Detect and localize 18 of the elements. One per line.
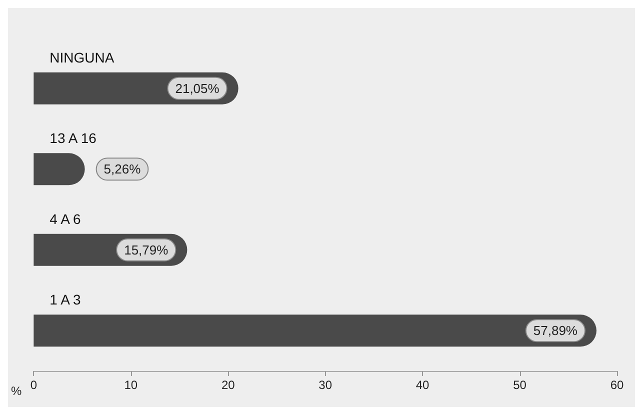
data-label: 21,05% xyxy=(175,80,220,96)
y-tick-label: 4 A 6 xyxy=(50,210,82,227)
data-label: 5,26% xyxy=(104,162,142,177)
x-tick-label: 20 xyxy=(221,378,236,392)
x-tick-label: 50 xyxy=(513,378,527,392)
y-tick-label: 13 A 16 xyxy=(50,130,97,146)
x-axis-title: % xyxy=(11,384,22,398)
bar xyxy=(34,153,85,186)
x-tick-label: 60 xyxy=(610,378,624,392)
y-tick-label: 1 A 3 xyxy=(50,292,82,308)
x-tick-label: 0 xyxy=(30,378,38,392)
x-tick-label: 30 xyxy=(318,378,332,392)
y-tick-label: NINGUNA xyxy=(50,49,115,66)
x-tick-label: 40 xyxy=(416,378,430,392)
bar xyxy=(34,314,596,347)
data-label: 15,79% xyxy=(124,242,169,258)
x-tick-label: 10 xyxy=(124,378,138,392)
data-label: 57,89% xyxy=(533,323,578,338)
